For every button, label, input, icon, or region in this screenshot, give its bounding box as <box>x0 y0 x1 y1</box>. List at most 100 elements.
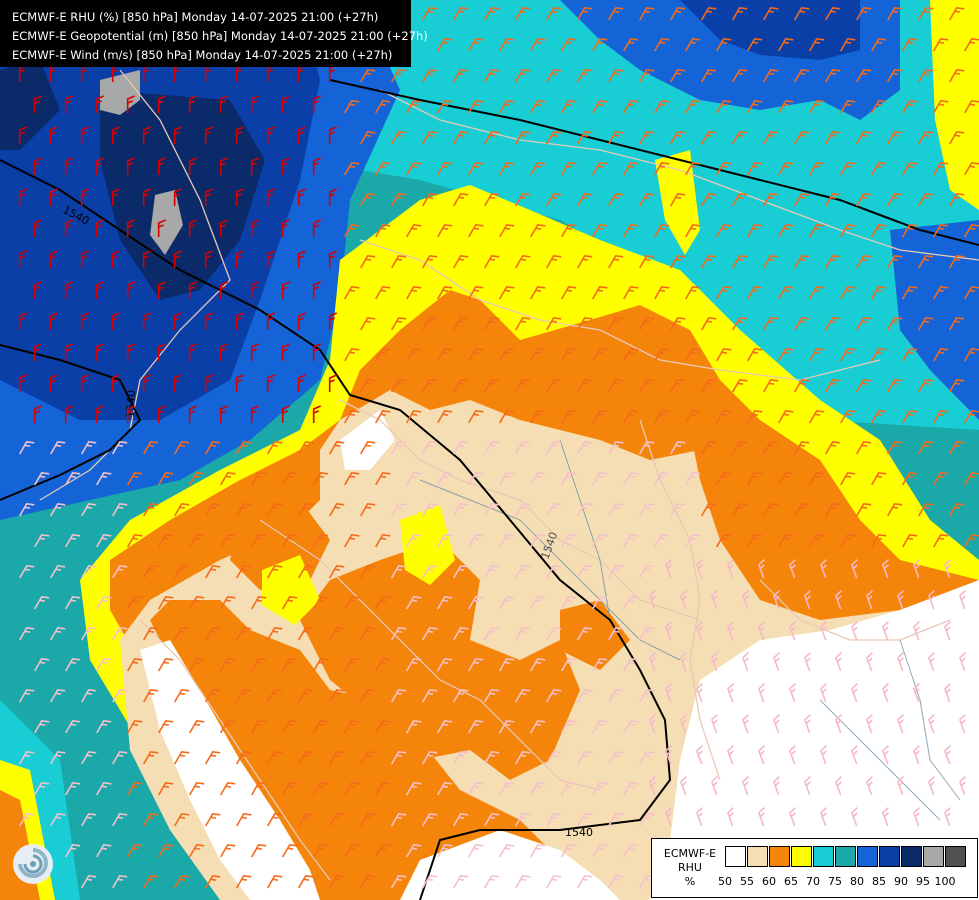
wind-barb <box>359 689 376 703</box>
wind-barb <box>715 224 732 238</box>
wind-barb <box>111 689 128 703</box>
wind-barb <box>250 95 259 113</box>
wind-barb <box>824 131 841 145</box>
wind-barb <box>514 255 531 269</box>
wind-barb <box>664 745 672 765</box>
wind-barb <box>777 224 794 238</box>
wind-barb <box>266 312 275 330</box>
wind-barb <box>560 844 577 858</box>
wind-barb <box>142 689 159 703</box>
wind-barb <box>157 281 166 299</box>
wind-barb <box>514 689 531 703</box>
wind-barb <box>204 126 213 144</box>
wind-barb <box>250 658 267 672</box>
wind-barb <box>788 807 796 827</box>
wind-barb <box>219 472 236 486</box>
wind-barb <box>111 565 128 579</box>
wind-barb <box>235 250 244 268</box>
wind-barb <box>374 410 391 424</box>
wind-barb <box>266 627 283 641</box>
wind-barb <box>405 100 422 114</box>
wind-barb <box>715 472 732 486</box>
wind-barb <box>18 188 27 206</box>
wind-barb <box>622 534 639 548</box>
wind-barb <box>700 193 717 207</box>
wind-barb <box>188 534 205 548</box>
wind-barb <box>514 875 531 889</box>
wind-barb <box>250 219 259 237</box>
wind-barb <box>390 69 407 83</box>
wind-barb <box>819 807 827 827</box>
wind-barb <box>266 875 283 889</box>
wind-barb <box>266 250 275 268</box>
wind-barb <box>452 255 469 269</box>
wind-barb <box>188 472 205 486</box>
wind-barb <box>204 875 221 889</box>
wind-barb <box>312 219 321 237</box>
wind-barb <box>700 69 717 83</box>
wind-barb <box>188 343 197 361</box>
wind-barb <box>881 621 889 641</box>
wind-barb <box>173 374 182 392</box>
wind-barb <box>793 193 810 207</box>
wind-barb <box>819 683 827 703</box>
wind-barb <box>819 559 827 579</box>
wind-barb <box>839 534 856 548</box>
wind-barb <box>576 379 593 393</box>
wind-barb <box>762 255 779 269</box>
wind-barb <box>33 720 50 734</box>
wind-barb <box>33 343 42 361</box>
wind-barb <box>281 157 290 175</box>
wind-barb <box>757 559 765 579</box>
wind-barb <box>328 875 345 889</box>
wind-barb <box>64 534 81 548</box>
wind-barb <box>436 782 453 796</box>
wind-barb <box>653 348 670 362</box>
wind-barb <box>896 590 904 610</box>
wind-barb <box>312 658 329 672</box>
wind-barb <box>881 683 889 703</box>
wind-barb <box>824 7 841 21</box>
wind-barb <box>917 379 934 393</box>
wind-barb <box>963 100 979 114</box>
wind-barb <box>359 317 376 331</box>
wind-barb <box>777 100 794 114</box>
legend-tick: 75 <box>828 875 842 888</box>
wind-barb <box>824 379 841 393</box>
wind-barb <box>700 317 717 331</box>
wind-barb <box>850 745 858 765</box>
wind-barb <box>710 714 718 734</box>
wind-barb <box>700 7 717 21</box>
wind-barb <box>948 503 965 517</box>
wind-barb <box>932 224 949 238</box>
wind-barb <box>731 317 748 331</box>
wind-barb <box>498 782 515 796</box>
wind-barb <box>514 751 531 765</box>
wind-barb <box>917 69 934 83</box>
wind-barb <box>958 776 966 796</box>
wind-barb <box>741 652 749 672</box>
rhu-90-west <box>100 90 265 300</box>
wind-barb <box>622 162 639 176</box>
rhu-65-ne <box>930 0 979 210</box>
wind-barb <box>865 776 873 796</box>
wind-barb <box>679 652 687 672</box>
wind-barb <box>219 658 236 672</box>
wind-barb <box>250 534 267 548</box>
wind-barb <box>803 776 811 796</box>
wind-barb <box>157 720 174 734</box>
wind-barb <box>607 7 624 21</box>
wind-barb <box>715 410 732 424</box>
wind-barb <box>281 844 298 858</box>
wind-barb <box>741 776 749 796</box>
wind-barb <box>390 193 407 207</box>
wind-barb <box>855 131 872 145</box>
wind-barb <box>452 875 469 889</box>
legend-tick: 50 <box>718 875 732 888</box>
wind-barb <box>126 720 143 734</box>
wind-barb <box>591 596 608 610</box>
wind-barb <box>514 317 531 331</box>
wind-barb <box>684 472 701 486</box>
wind-barb <box>824 317 841 331</box>
